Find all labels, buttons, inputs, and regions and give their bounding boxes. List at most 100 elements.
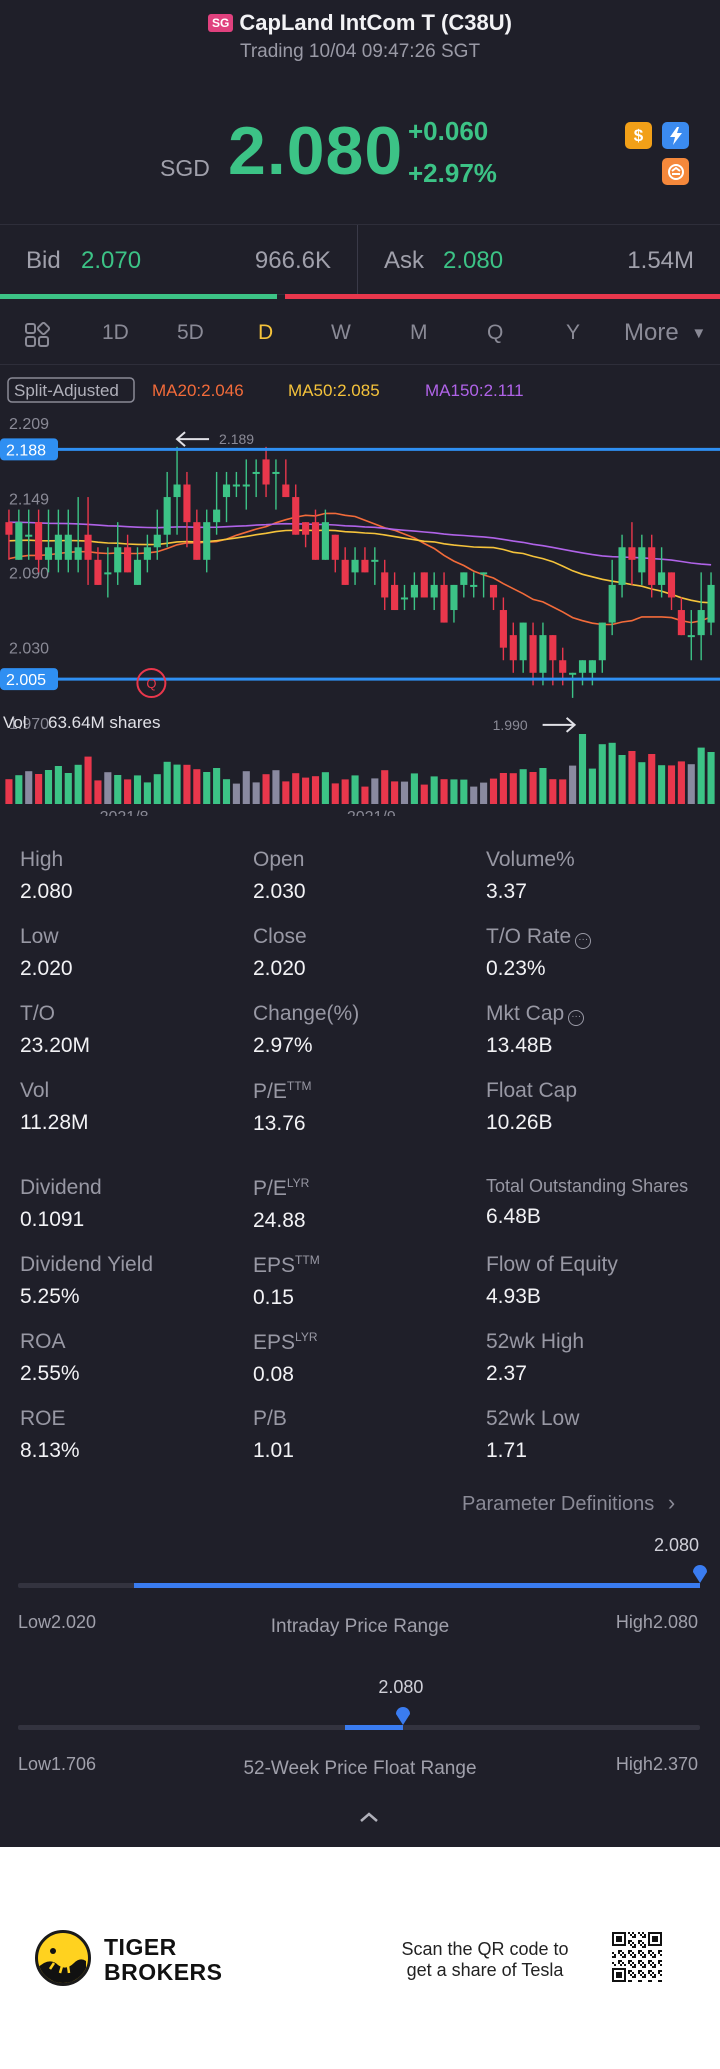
candle xyxy=(54,509,62,573)
upper-price-tag xyxy=(0,438,58,461)
stat-label-text: Dividend Yield xyxy=(20,1253,154,1276)
tab-5d[interactable]: 5D xyxy=(177,321,204,344)
volume-bar xyxy=(420,784,428,804)
last-price: 2.080 xyxy=(228,113,404,189)
lightning-icon[interactable] xyxy=(662,122,689,149)
ma-line xyxy=(8,521,712,566)
candle xyxy=(64,509,72,573)
stat-label-text: Float Cap xyxy=(486,1079,578,1102)
stat-value: 3.37 xyxy=(486,880,527,903)
stat-label-text: ROA xyxy=(20,1330,66,1353)
candle xyxy=(331,534,339,573)
stat-value: 2.37 xyxy=(486,1362,527,1385)
tab-daily[interactable]: D xyxy=(258,321,274,344)
stat-label: P/ELYR xyxy=(253,1176,309,1201)
stat-total-outstanding-shares: Total Outstanding Shares 6.48B xyxy=(486,1176,688,1229)
candle-body xyxy=(569,672,577,675)
ask-price: 2.080 xyxy=(443,247,504,274)
volume-bar xyxy=(74,764,82,804)
volume-bar xyxy=(677,761,685,804)
tab-quarterly[interactable]: Q xyxy=(487,321,504,344)
info-icon[interactable]: ··· xyxy=(568,1010,585,1026)
volume-bar xyxy=(489,778,498,804)
candle xyxy=(470,572,478,598)
stat-value: 13.48B xyxy=(486,1034,553,1057)
stat-value: 11.28M xyxy=(20,1111,89,1134)
more-periods-dropdown[interactable]: More ▼ xyxy=(624,319,706,347)
layout-grid-icon[interactable] xyxy=(24,322,50,348)
volume-bar xyxy=(232,783,240,804)
candle-body xyxy=(272,471,280,474)
x-axis-label: 2021/9 xyxy=(347,809,396,816)
trading-status: Trading 10/04 09:47:26 SGT xyxy=(239,41,481,62)
stat-52wk-high: 52wk High 2.37 xyxy=(486,1330,584,1386)
candle-body xyxy=(15,522,23,560)
stat-value: 2.030 xyxy=(253,880,306,903)
tab-yearly[interactable]: Y xyxy=(566,321,581,344)
volume-bar xyxy=(628,751,636,804)
volume-bar xyxy=(64,773,72,804)
stat-value: 6.48B xyxy=(486,1205,541,1228)
info-icon[interactable]: ··· xyxy=(575,933,592,949)
candle-body xyxy=(94,559,102,585)
volume-bar xyxy=(578,734,587,804)
stat-t-o: T/O 23.20M xyxy=(20,1002,90,1058)
dollar-icon[interactable]: $ xyxy=(625,122,652,149)
qr-code-icon[interactable] xyxy=(612,1932,662,1982)
volume-bar xyxy=(242,771,250,804)
volume-bar xyxy=(252,782,260,804)
candle-body xyxy=(707,584,715,623)
volume-bar xyxy=(311,776,320,804)
swap-icon[interactable] xyxy=(662,158,689,185)
candle xyxy=(25,509,33,560)
quarter-marker-icon[interactable]: Q xyxy=(136,668,167,698)
parameter-definitions-label: Parameter Definitions xyxy=(462,1493,655,1515)
tab-weekly[interactable]: W xyxy=(331,321,351,344)
stat-label: Total Outstanding Shares xyxy=(486,1176,688,1197)
stat-label-text: Close xyxy=(253,925,307,948)
candle-body xyxy=(292,497,300,535)
candle-body xyxy=(489,584,498,598)
stat-value: 0.15 xyxy=(253,1286,294,1309)
stat-label-text: T/O Rate xyxy=(486,925,572,948)
volume-bar xyxy=(203,772,211,804)
price-chart[interactable]: Split-Adjusted MA20:2.046 MA50:2.085 MA150:… xyxy=(0,366,720,816)
stat-roa: ROA 2.55% xyxy=(20,1330,80,1386)
candle xyxy=(104,547,112,598)
price-change: +0.060 xyxy=(408,116,489,146)
collapse-chevron-up-icon[interactable] xyxy=(358,1810,380,1824)
stat-value: 2.020 xyxy=(20,957,73,980)
chevron-right-icon: › xyxy=(667,1490,676,1515)
candle xyxy=(608,559,616,636)
stat-p-e-ttm: P/ETTM 13.76 xyxy=(253,1079,312,1136)
volume-bar xyxy=(44,770,53,804)
volume-bar xyxy=(5,779,13,804)
stat-label-text: P/E xyxy=(253,1080,287,1103)
stat-value: 2.97% xyxy=(253,1034,313,1057)
volume-bar xyxy=(321,772,329,804)
tab-monthly[interactable]: M xyxy=(410,321,428,344)
stat-label: 52wk High xyxy=(486,1330,584,1354)
stat-label-text: EPS xyxy=(253,1331,296,1354)
candle-body xyxy=(64,534,72,560)
candle-body xyxy=(114,547,122,573)
candle xyxy=(203,509,211,573)
split-adjusted-toggle[interactable]: Split-Adjusted xyxy=(7,377,135,403)
stat-label-text: Vol xyxy=(20,1079,50,1102)
tab-1d[interactable]: 1D xyxy=(102,321,129,344)
volume-bar xyxy=(697,747,705,804)
stat-label-text: P/B xyxy=(253,1407,287,1430)
intraday-range-fill xyxy=(133,1583,700,1588)
split-adjusted-box xyxy=(7,377,135,403)
candle xyxy=(242,459,250,510)
stat-t-o-rate[interactable]: T/O Rate ··· 0.23% xyxy=(486,925,592,981)
stat-value: 0.08 xyxy=(253,1363,294,1386)
parameter-definitions-link[interactable]: Parameter Definitions › xyxy=(462,1490,675,1516)
candle xyxy=(578,660,587,686)
candle xyxy=(15,509,23,560)
period-low-label: 1.990 xyxy=(493,717,528,733)
period-high-label: 2.189 xyxy=(219,431,254,447)
candlestick-chart[interactable]: Split-Adjusted MA20:2.046 MA50:2.085 MA150:… xyxy=(0,366,720,816)
candle-body xyxy=(499,610,507,648)
stat-mkt-cap[interactable]: Mkt Cap ··· 13.48B xyxy=(486,1002,585,1058)
